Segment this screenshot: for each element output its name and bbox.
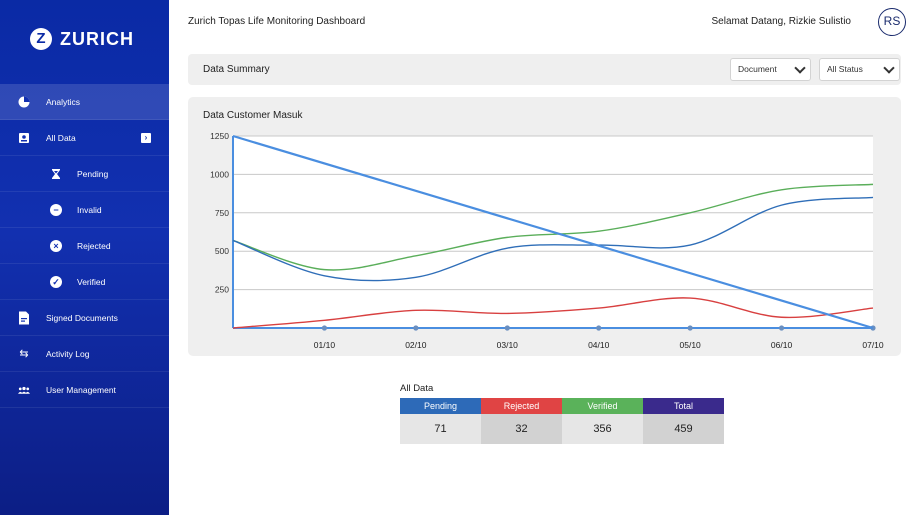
- stats-table: Pending Rejected Verified Total 71 32 35…: [400, 398, 724, 444]
- sidebar-item-label: Activity Log: [46, 348, 90, 359]
- sidebar-item-label: All Data: [46, 132, 76, 143]
- users-icon: [18, 384, 30, 396]
- x-axis-point: [504, 325, 510, 331]
- chart-title: Data Customer Masuk: [203, 110, 303, 121]
- page-title: Zurich Topas Life Monitoring Dashboard: [188, 16, 366, 27]
- document-icon: [18, 311, 30, 324]
- chart-card: Data Customer Masuk 250 500 750 1000 1250 01/…: [188, 97, 901, 356]
- y-tick-label: 750: [215, 208, 229, 218]
- x-circle-icon: ×: [50, 239, 62, 252]
- document-select-value: Document: [738, 64, 777, 74]
- sidebar-item-verified[interactable]: ✓ Verified: [0, 264, 169, 300]
- summary-label: Data Summary: [203, 64, 270, 75]
- x-tick-label: 01/10: [314, 340, 336, 350]
- chevron-down-icon: [794, 62, 806, 74]
- value-rejected: 32: [481, 414, 562, 444]
- sidebar-item-label: Pending: [77, 168, 109, 179]
- sidebar-item-all-data[interactable]: All Data ›: [0, 120, 169, 156]
- y-tick-label: 1250: [210, 131, 229, 141]
- zurich-logo[interactable]: ZURICH: [30, 28, 134, 50]
- welcome-text: Selamat Datang, Rizkie Sulistio: [711, 16, 851, 27]
- x-axis-point: [778, 325, 785, 331]
- x-tick-label: 07/10: [862, 340, 884, 350]
- x-tick-label: 02/10: [405, 340, 427, 350]
- document-select[interactable]: Document: [730, 58, 811, 81]
- line-chart: 250 500 750 1000 1250 01/10 02/10 03/10 04/10 05/…: [210, 131, 884, 350]
- sidebar-item-label: User Management: [46, 384, 116, 395]
- x-axis-point: [687, 325, 693, 331]
- sidebar-item-pending[interactable]: Pending: [0, 156, 169, 192]
- value-total: 459: [643, 414, 724, 444]
- swap-arrows-icon: ⇆: [19, 348, 29, 360]
- zurich-logo-icon: [30, 28, 52, 50]
- id-card-icon: [18, 132, 30, 144]
- sidebar-nav: Analytics All Data › Pending − Invalid: [0, 84, 169, 408]
- minus-circle-icon: −: [50, 203, 62, 216]
- sidebar-item-label: Invalid: [77, 204, 102, 215]
- value-verified: 356: [562, 414, 643, 444]
- sidebar-item-signed-documents[interactable]: Signed Documents: [0, 300, 169, 336]
- hourglass-icon: [50, 168, 62, 180]
- check-circle-icon: ✓: [50, 275, 62, 288]
- chevron-down-icon: [883, 62, 895, 74]
- sidebar-item-user-management[interactable]: User Management: [0, 372, 169, 408]
- header-pending: Pending: [400, 398, 481, 414]
- x-axis-point: [321, 325, 328, 331]
- sidebar-item-label: Signed Documents: [46, 312, 118, 323]
- sidebar-item-label: Verified: [77, 276, 106, 287]
- series-line-2: [232, 297, 874, 329]
- header-verified: Verified: [562, 398, 643, 414]
- series-line-3: [232, 134, 874, 330]
- header-rejected: Rejected: [481, 398, 562, 414]
- x-tick-label: 04/10: [588, 340, 610, 350]
- sidebar: ZURICH Analytics All Data › Pending: [0, 0, 169, 515]
- header-total: Total: [643, 398, 724, 414]
- y-tick-label: 1000: [210, 169, 229, 179]
- summary-bar: Data Summary Document All Status: [188, 54, 901, 85]
- logo-text: ZURICH: [60, 28, 134, 49]
- series-line-1: [232, 196, 874, 282]
- y-tick-label: 250: [215, 285, 229, 295]
- sidebar-item-analytics[interactable]: Analytics: [0, 84, 169, 120]
- x-axis-point: [413, 325, 419, 331]
- table-title: All Data: [400, 383, 434, 394]
- sidebar-item-invalid[interactable]: − Invalid: [0, 192, 169, 228]
- x-tick-label: 06/10: [771, 340, 793, 350]
- avatar[interactable]: RS: [878, 8, 906, 36]
- value-pending: 71: [400, 414, 481, 444]
- sidebar-item-label: Analytics: [46, 96, 81, 107]
- status-select[interactable]: All Status: [819, 58, 900, 81]
- series-line-0: [232, 183, 874, 271]
- sidebar-item-activity-log[interactable]: ⇆ Activity Log: [0, 336, 169, 372]
- x-axis-point: [596, 325, 602, 331]
- x-tick-label: 05/10: [680, 340, 702, 350]
- pie-chart-icon: [18, 96, 30, 108]
- y-tick-label: 500: [215, 246, 229, 256]
- sidebar-item-label: Rejected: [77, 240, 111, 251]
- status-select-value: All Status: [827, 64, 863, 74]
- sidebar-item-rejected[interactable]: × Rejected: [0, 228, 169, 264]
- chevron-right-icon[interactable]: ›: [141, 132, 151, 143]
- x-tick-label: 03/10: [497, 340, 519, 350]
